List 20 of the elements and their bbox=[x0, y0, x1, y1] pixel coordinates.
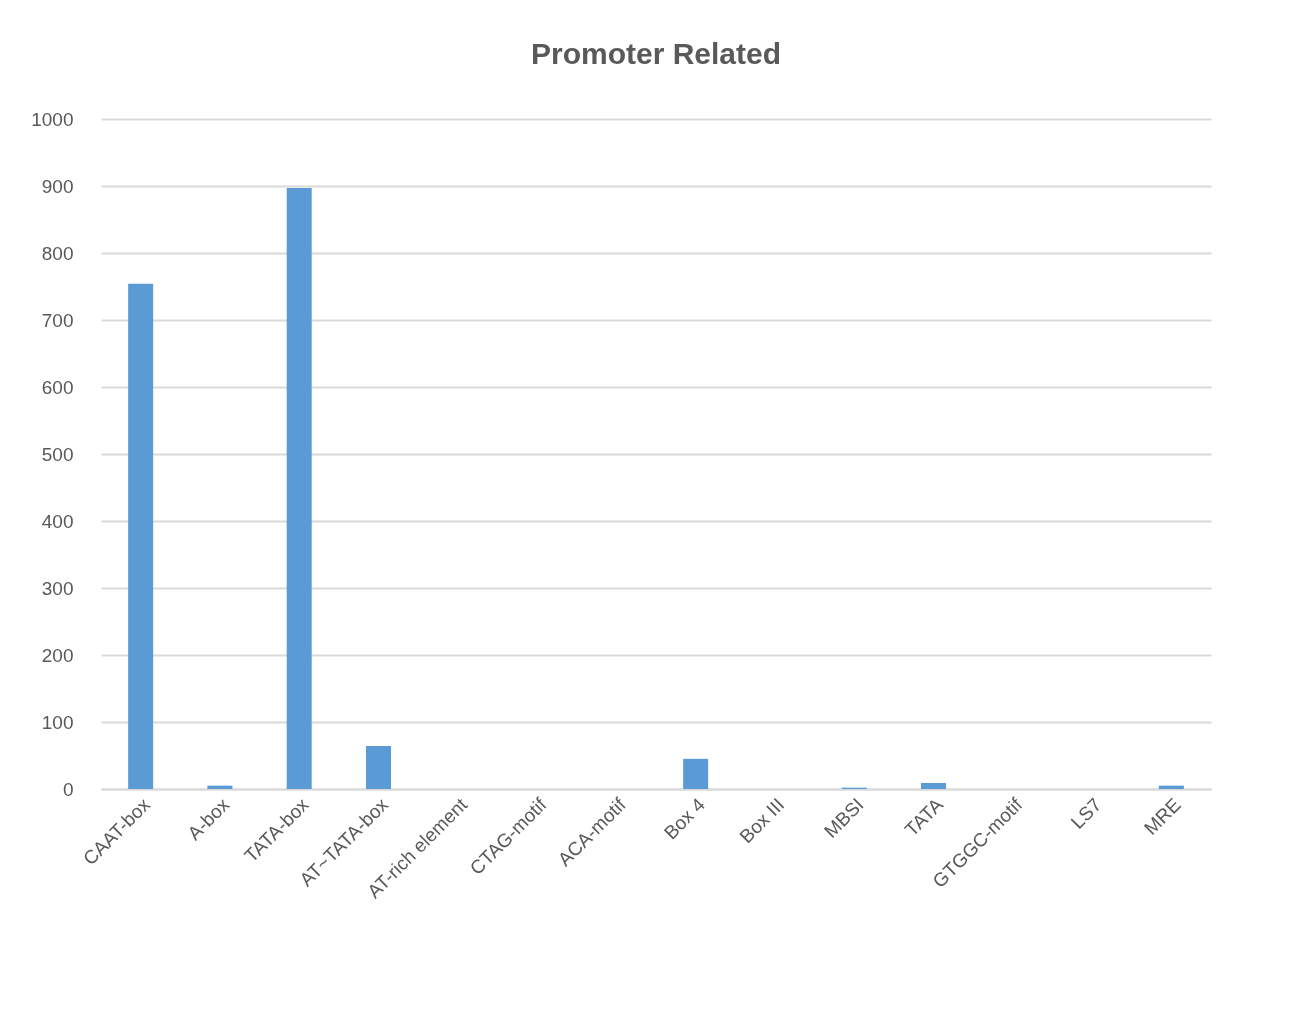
y-tick-label: 800 bbox=[41, 242, 74, 264]
bar bbox=[921, 782, 946, 789]
bar bbox=[128, 283, 154, 789]
y-tick-label: 0 bbox=[62, 778, 74, 800]
bar bbox=[366, 746, 391, 789]
bar bbox=[683, 758, 709, 789]
y-tick-label: 700 bbox=[41, 309, 74, 331]
y-tick-label: 400 bbox=[41, 510, 74, 532]
bar bbox=[286, 188, 312, 789]
x-tick-label: Box III bbox=[735, 794, 789, 848]
y-tick-label: 900 bbox=[41, 175, 74, 197]
y-tick-label: 300 bbox=[41, 577, 74, 599]
y-tick-label: 200 bbox=[41, 644, 74, 666]
x-tick-label: LS7 bbox=[1066, 794, 1106, 833]
y-tick-label: 1000 bbox=[31, 108, 74, 130]
y-tick-label: 500 bbox=[41, 443, 74, 465]
x-tick-label: Box 4 bbox=[659, 793, 710, 844]
chart-title: Promoter Related bbox=[530, 37, 782, 70]
y-tick-label: 100 bbox=[41, 711, 74, 733]
y-tick-label: 600 bbox=[41, 376, 74, 398]
